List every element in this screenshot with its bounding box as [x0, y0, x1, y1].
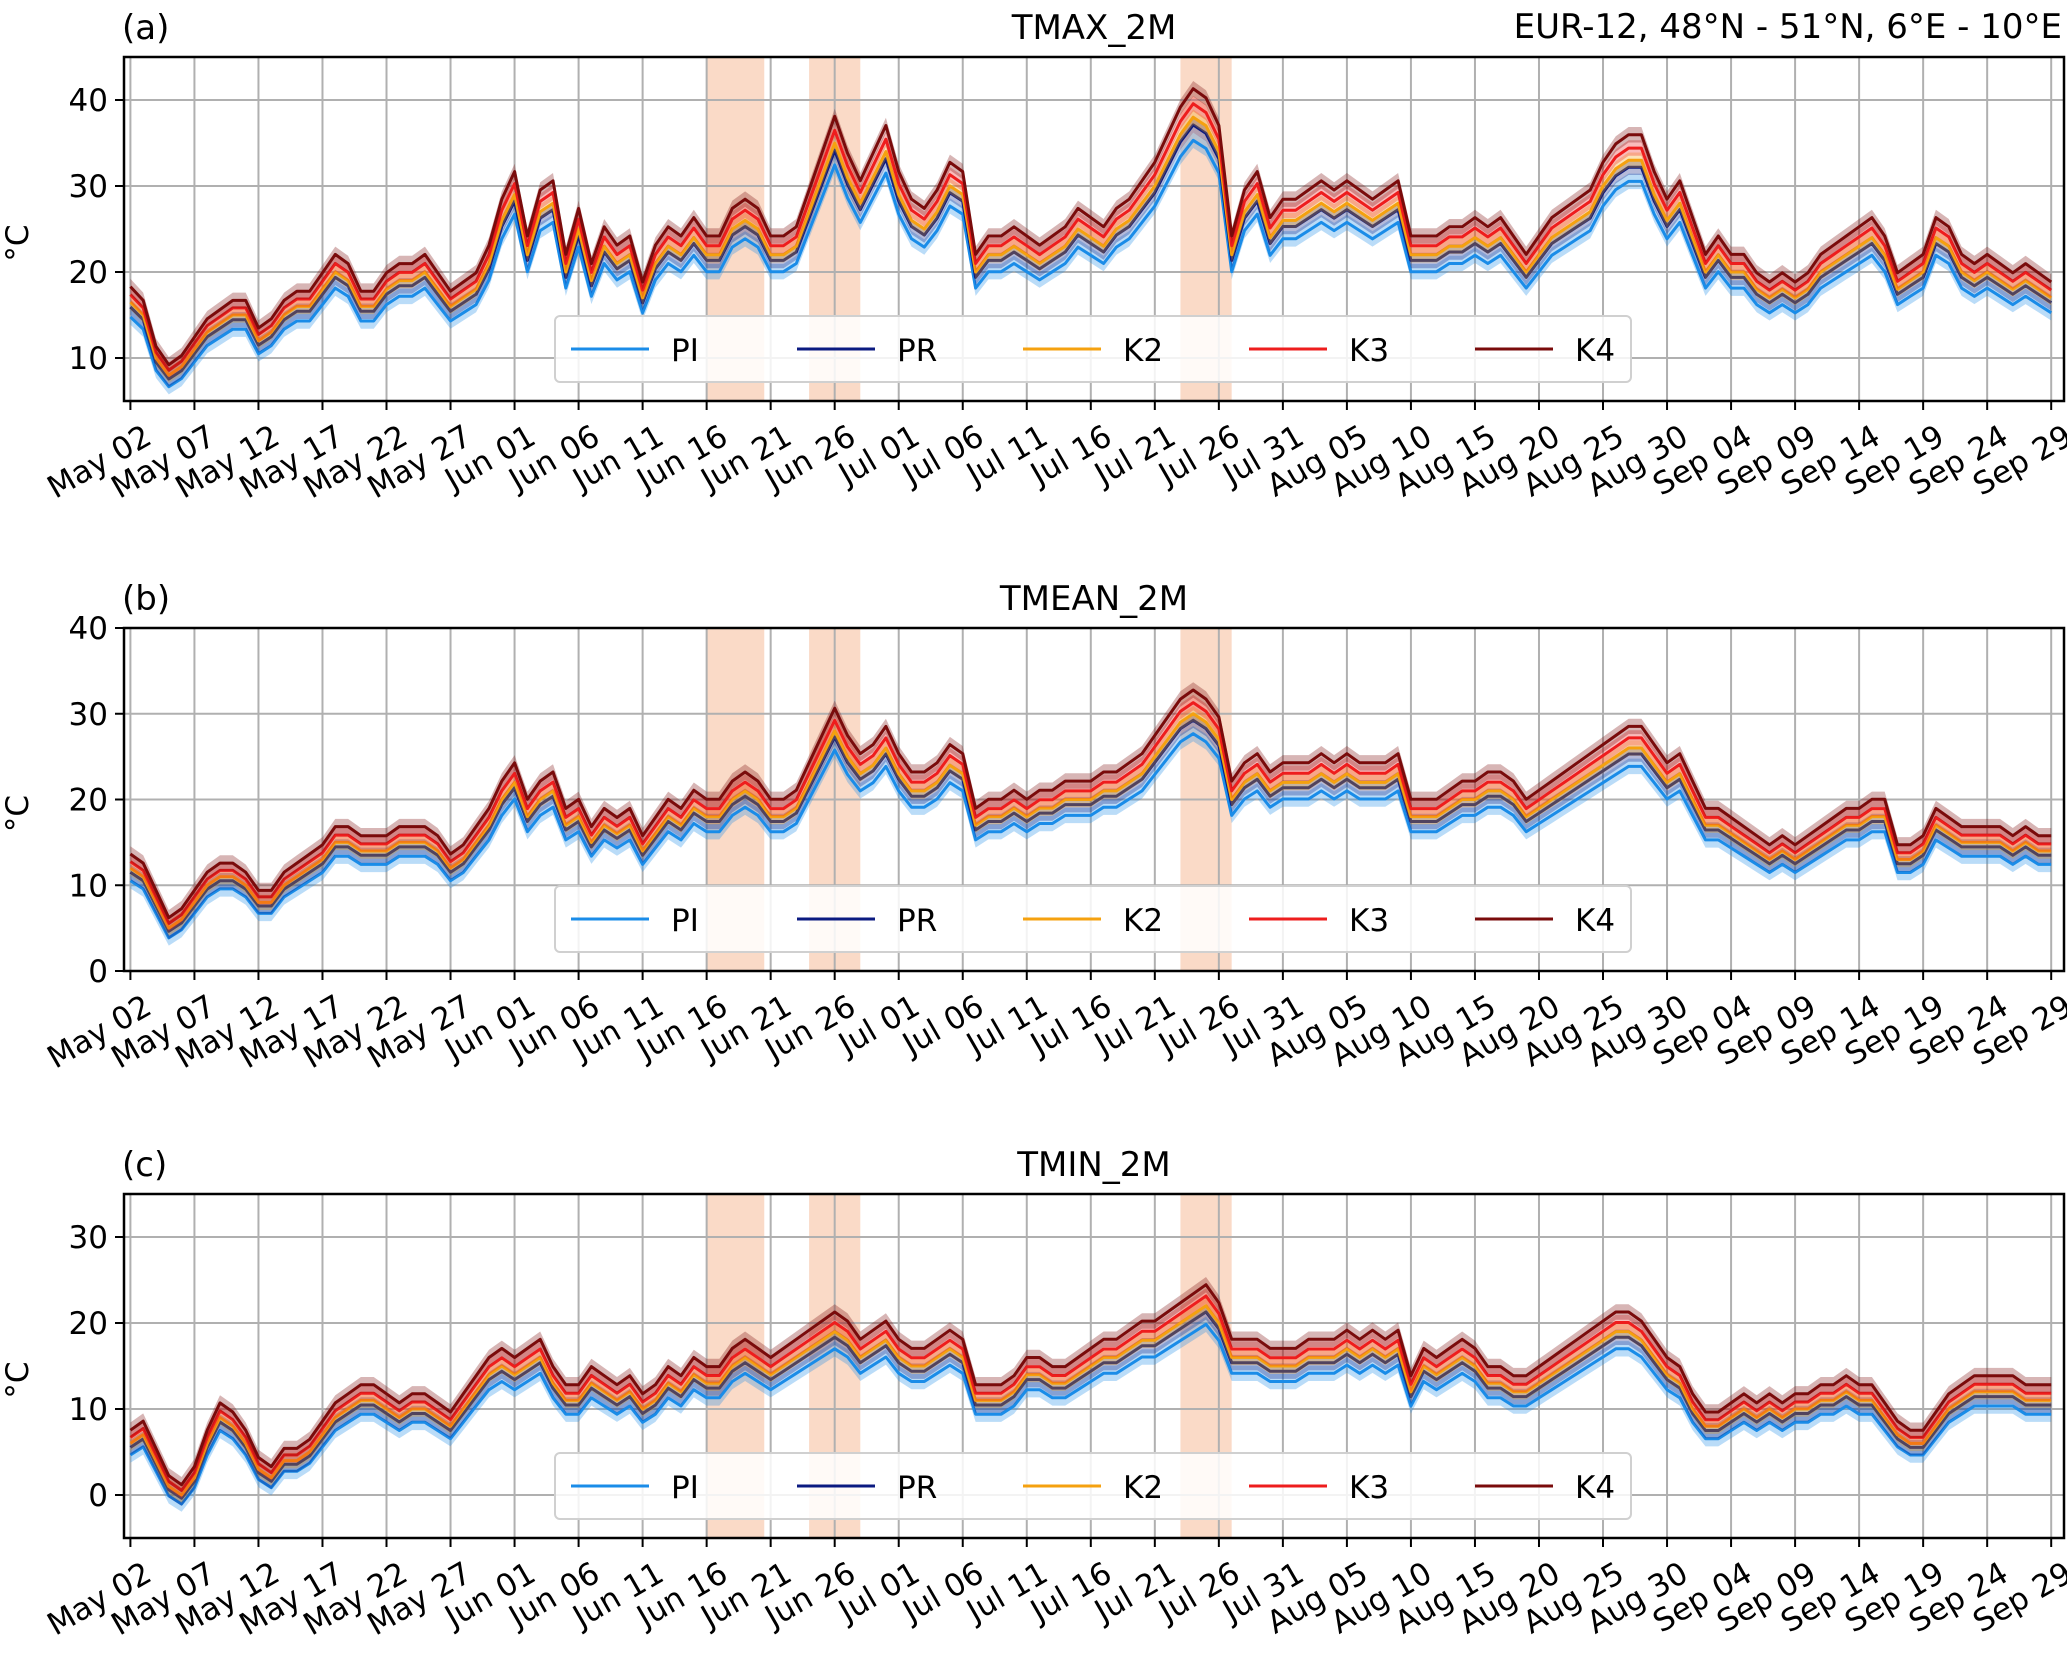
y-tick-label: 10 [69, 1392, 108, 1428]
series-lines [129, 682, 2052, 946]
panel-label: (c) [122, 1145, 167, 1185]
y-tick-label: 20 [69, 783, 108, 819]
legend-label-pi: PI [671, 1470, 699, 1506]
y-tick-label: 0 [88, 954, 108, 990]
y-tick-label: 20 [69, 1306, 108, 1342]
y-tick-label: 40 [69, 83, 108, 119]
series-line-pr [129, 1310, 2052, 1500]
series-line-pi [129, 1322, 2052, 1506]
axes-frame [122, 55, 2066, 403]
series-lines [129, 1277, 2052, 1512]
y-axis-label: °C [0, 1361, 36, 1398]
series-line-k3 [129, 102, 2053, 372]
series-lines [129, 81, 2053, 395]
legend-label-pi: PI [671, 903, 699, 939]
legend-label-pr: PR [897, 1470, 937, 1506]
series-line-k4 [129, 87, 2053, 367]
axes-frame [122, 1192, 2066, 1540]
legend-label-k4: K4 [1575, 903, 1615, 939]
legend: PI PR K2 K3 K4 [554, 315, 1632, 383]
series-line-k2 [129, 115, 2053, 377]
series-line-k2 [129, 1304, 2052, 1497]
legend: PI PR K2 K3 K4 [554, 885, 1632, 953]
legend-label-pr: PR [897, 333, 937, 369]
series-line-k4 [129, 1283, 2052, 1487]
y-tick-label: 30 [69, 1220, 108, 1256]
legend-label-k2: K2 [1123, 333, 1163, 369]
legend-label-k2: K2 [1123, 903, 1163, 939]
y-tick-label: 10 [69, 341, 108, 377]
y-tick-label: 20 [69, 255, 108, 291]
panel-title: TMEAN_2M [999, 579, 1188, 619]
legend-label-pi: PI [671, 333, 699, 369]
series-line-pi [129, 732, 2052, 940]
legend-label-k4: K4 [1575, 1470, 1615, 1506]
y-axis-label: °C [0, 224, 36, 261]
y-tick-label: 30 [69, 697, 108, 733]
legend-label-pr: PR [897, 903, 937, 939]
panel-label: (a) [122, 8, 169, 48]
region-label: EUR-12, 48°N - 51°N, 6°E - 10°E [1514, 7, 2062, 47]
series-line-k3 [129, 701, 2052, 925]
y-tick-label: 40 [69, 611, 108, 647]
legend-label-k3: K3 [1349, 903, 1389, 939]
y-tick-label: 10 [69, 868, 108, 904]
legend-label-k2: K2 [1123, 1470, 1163, 1506]
series-line-k3 [129, 1294, 2052, 1492]
series-line-pr [129, 718, 2052, 933]
series-line-k4 [129, 688, 2052, 920]
y-tick-label: 30 [69, 169, 108, 205]
legend: PI PR K2 K3 K4 [554, 1452, 1632, 1520]
y-axis-label: °C [0, 795, 36, 832]
panel-label: (b) [122, 579, 170, 619]
y-tick-label: 0 [88, 1478, 108, 1514]
series-line-k2 [129, 712, 2052, 930]
legend-label-k3: K3 [1349, 1470, 1389, 1506]
series-line-pi [129, 138, 2053, 389]
legend-label-k3: K3 [1349, 333, 1389, 369]
panel-title: TMIN_2M [1016, 1145, 1171, 1185]
series-line-pr [129, 123, 2053, 381]
panel-title: TMAX_2M [1011, 8, 1177, 48]
legend-label-k4: K4 [1575, 333, 1615, 369]
